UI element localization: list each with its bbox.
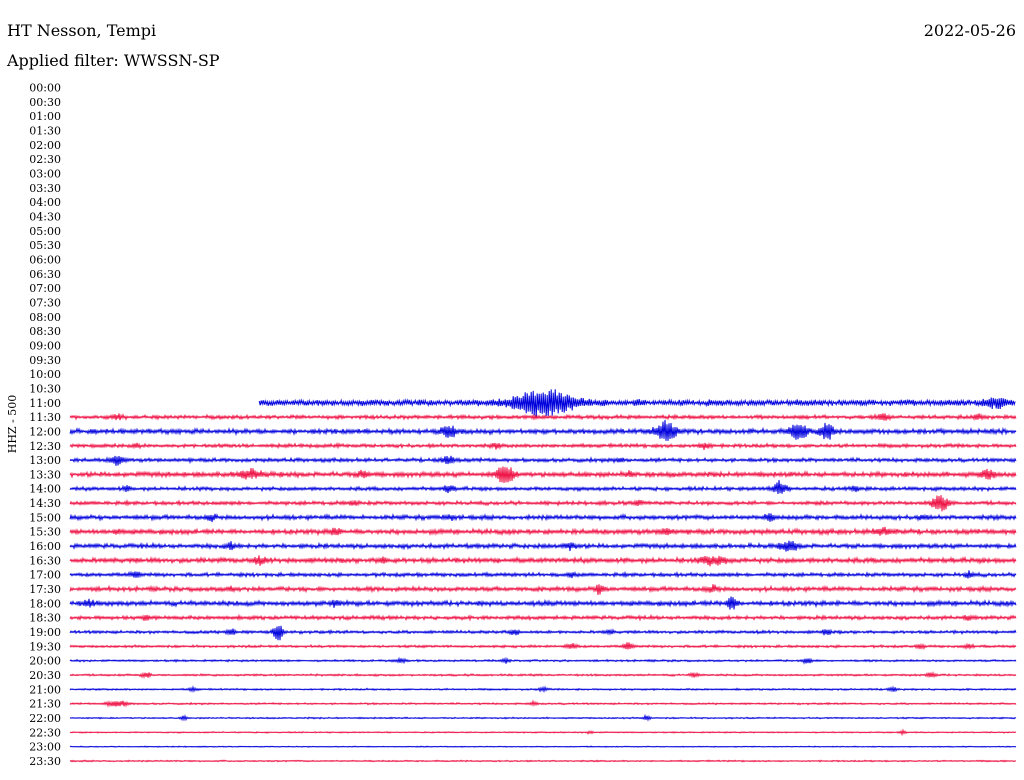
row-label: 21:30 [29,698,61,711]
row-label: 16:30 [29,554,61,567]
row-label: 04:00 [29,196,61,209]
row-label: 13:00 [29,454,61,467]
trace-1600 [69,540,1017,552]
row-label: 03:00 [29,167,61,180]
row-label: 16:00 [29,540,61,553]
row-label: 01:30 [29,124,61,137]
row-label: 05:30 [29,239,61,252]
trace-1300 [69,455,1017,466]
trace-1800 [69,596,1017,610]
trace-1130 [69,413,1017,422]
trace-1200 [69,419,1017,441]
row-label: 20:00 [29,655,61,668]
trace-1330 [69,466,1017,484]
row-label: 04:30 [29,210,61,223]
row-label: 11:00 [29,397,61,410]
trace-2230 [69,728,1017,737]
row-label: 23:30 [29,755,61,768]
trace-1530 [69,526,1017,537]
row-label: 10:00 [29,368,61,381]
row-label: 11:30 [29,411,61,424]
row-label: 01:00 [29,110,61,123]
row-label: 19:00 [29,626,61,639]
row-label: 03:30 [29,182,61,195]
row-label: 22:00 [29,712,61,725]
trace-2000 [69,656,1017,665]
row-label: 10:30 [29,382,61,395]
filter-label: Applied filter: WWSSN-SP [7,51,220,70]
date-label: 2022-05-26 [923,21,1016,40]
row-label: 07:00 [29,282,61,295]
row-label: 19:30 [29,640,61,653]
row-label: 12:00 [29,425,61,438]
row-label: 08:00 [29,311,61,324]
row-label: 13:30 [29,468,61,481]
trace-1430 [69,495,1017,512]
trace-2030 [69,671,1017,679]
row-label: 08:30 [29,325,61,338]
row-label: 18:00 [29,597,61,610]
trace-2100 [69,685,1017,694]
trace-1730 [69,584,1017,595]
row-label: 02:00 [29,139,61,152]
row-label: 14:30 [29,497,61,510]
row-label: 02:30 [29,153,61,166]
row-label: 12:30 [29,440,61,453]
row-label: 07:30 [29,296,61,309]
trace-1830 [69,613,1017,622]
trace-2200 [69,713,1017,722]
channel-label: HHZ - 500 [6,395,19,454]
row-label: 17:00 [29,569,61,582]
row-label: 00:00 [29,82,61,95]
trace-2130 [69,699,1017,708]
row-label: 17:30 [29,583,61,596]
row-label: 06:30 [29,268,61,281]
row-label: 05:00 [29,225,61,238]
row-label: 09:00 [29,339,61,352]
trace-1500 [69,512,1017,523]
trace-1930 [69,642,1017,651]
row-label: 09:30 [29,354,61,367]
trace-2330 [69,759,1017,763]
row-label: 18:30 [29,612,61,625]
row-label: 06:00 [29,253,61,266]
row-label: 00:30 [29,96,61,109]
trace-1230 [69,441,1017,450]
seismogram-traces [69,389,1017,763]
row-label: 20:30 [29,669,61,682]
trace-1900 [69,625,1017,641]
row-label: 15:00 [29,511,61,524]
trace-1100 [258,389,1016,418]
trace-2300 [69,745,1017,748]
row-label: 23:00 [29,741,61,754]
trace-1630 [69,555,1017,567]
row-label: 21:00 [29,683,61,696]
row-label: 15:30 [29,526,61,539]
row-label: 22:30 [29,726,61,739]
row-label: 14:00 [29,483,61,496]
station-title: HT Nesson, Tempi [7,21,157,40]
trace-1400 [69,480,1017,495]
trace-1700 [69,570,1017,579]
